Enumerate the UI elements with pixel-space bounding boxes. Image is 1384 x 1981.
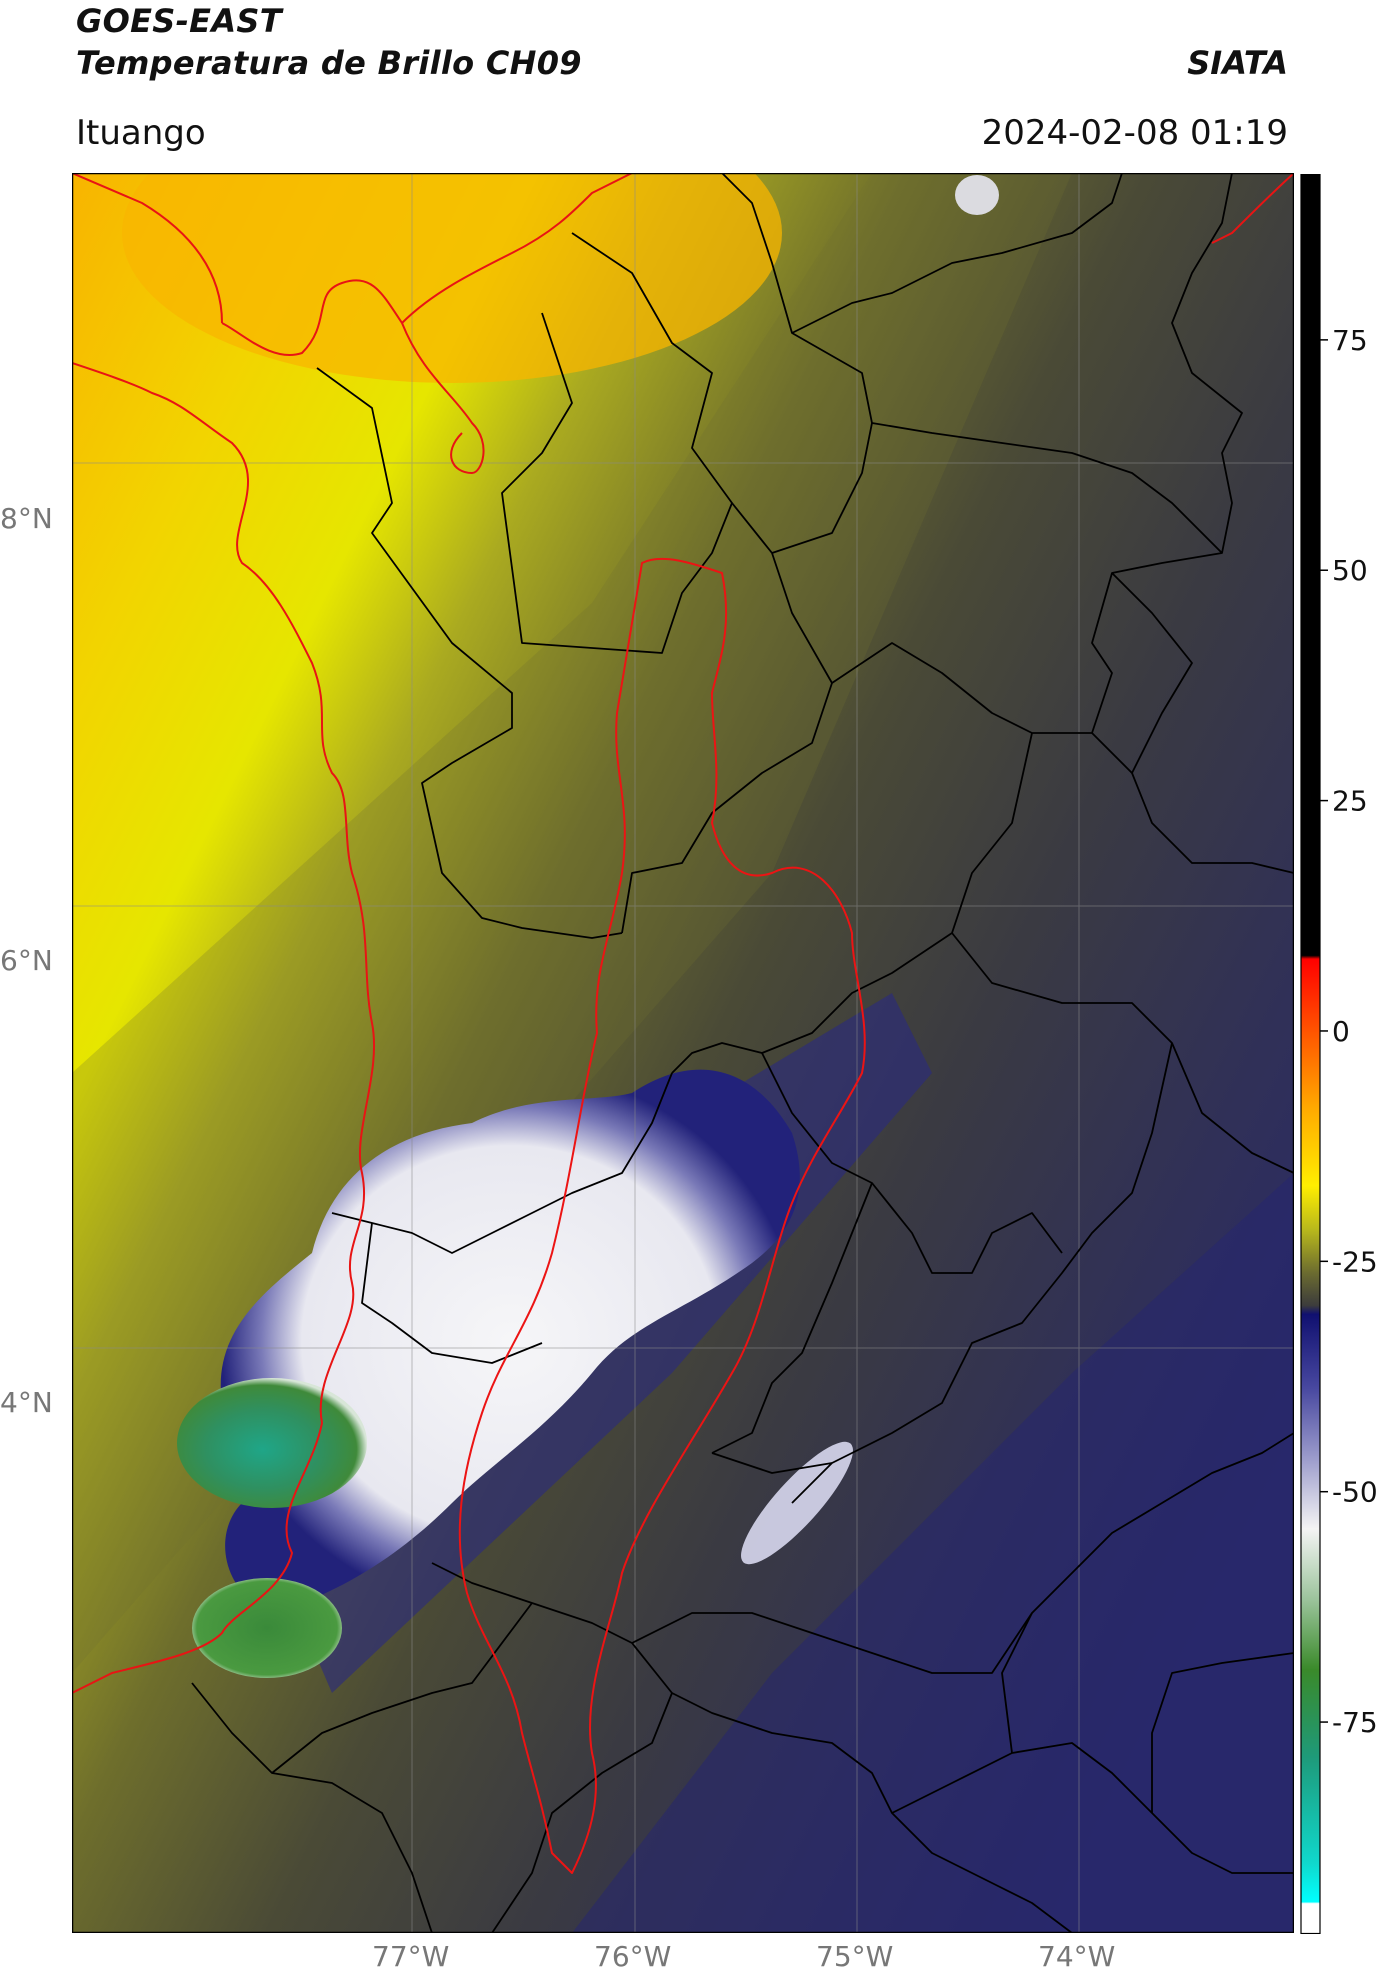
lon-label-75w: 75°W xyxy=(816,1940,894,1973)
colorbar-tick-label: 25 xyxy=(1332,785,1368,818)
map-frame xyxy=(72,173,1294,1933)
colorbar-tick-label: 50 xyxy=(1332,554,1368,587)
department-borders xyxy=(191,173,1294,1933)
coastline xyxy=(72,173,1294,1694)
ituango-region-outline xyxy=(458,557,866,1874)
colorbar: 75 50 25 0 -25 -50 -75 xyxy=(1300,174,1378,1934)
lat-label-6n-text: 6°N xyxy=(0,944,53,977)
title-line-1: GOES-EAST xyxy=(76,2,282,40)
graticule xyxy=(72,173,1294,1933)
lon-label-76w: 76°W xyxy=(594,1940,672,1973)
colorbar-ticks: 75 50 25 0 -25 -50 -75 xyxy=(1320,324,1378,1739)
cold-region xyxy=(572,1173,1294,1933)
cold-cloud-top-north xyxy=(177,1378,367,1508)
location-label: Ituango xyxy=(76,113,206,153)
lon-label-74w: 74°W xyxy=(1038,1940,1116,1973)
colorbar-scale xyxy=(1300,174,1321,1934)
datetime-label: 2024-02-08 01:19 xyxy=(981,113,1288,153)
colorbar-tick-label: 0 xyxy=(1332,1015,1350,1048)
colorbar-tick-label: -75 xyxy=(1332,1706,1378,1739)
satellite-map: 8°N 6°N 4°N xyxy=(72,173,1294,1933)
small-cloud-north xyxy=(955,175,999,215)
org-label: SIATA xyxy=(1187,44,1288,82)
cold-cloud-top-south xyxy=(192,1578,342,1678)
title-line-2: Temperatura de Brillo CH09 xyxy=(76,44,582,82)
lat-label-8n-text: 8°N xyxy=(0,502,53,535)
storm-cloud xyxy=(220,1069,800,1613)
warm-region xyxy=(122,173,782,383)
colorbar-tick-label: -25 xyxy=(1332,1245,1378,1278)
secondary-cloud xyxy=(741,1441,853,1565)
colorbar-tick-label: 75 xyxy=(1332,324,1368,357)
lat-label-4n-text: 4°N xyxy=(0,1386,53,1419)
lon-label-77w: 77°W xyxy=(372,1940,450,1973)
colorbar-tick-label: -50 xyxy=(1332,1476,1378,1509)
